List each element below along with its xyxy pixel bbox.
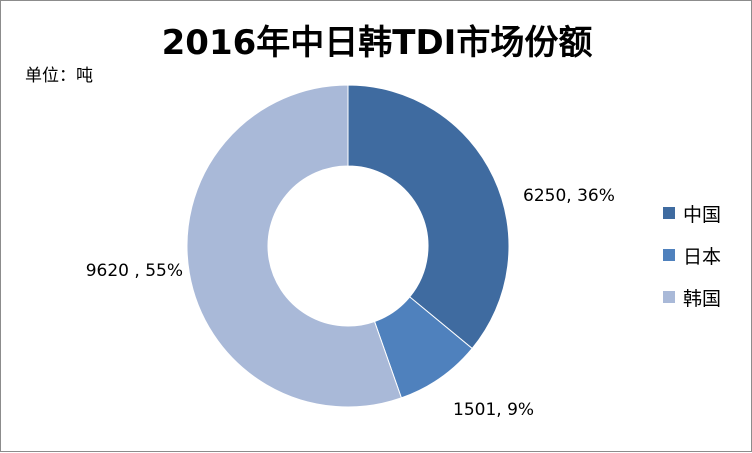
data-label-korea: 9620 , 55% — [86, 261, 183, 281]
legend-item-korea: 韩国 — [663, 287, 721, 310]
legend-label-japan: 日本 — [683, 245, 722, 268]
legend-item-japan: 日本 — [663, 245, 721, 268]
legend-swatch-china — [663, 207, 675, 219]
data-label-china: 6250, 36% — [523, 186, 615, 206]
legend-label-korea: 韩国 — [683, 287, 722, 310]
slice-china — [347, 84, 510, 350]
unit-label: 单位：吨 — [25, 66, 93, 86]
legend-swatch-korea — [663, 291, 675, 303]
legend-item-china: 中国 — [663, 203, 721, 226]
slice-korea — [186, 84, 403, 408]
chart-title: 2016年中日韩TDI市场份额 — [161, 23, 593, 63]
legend: 中国 日本 韩国 — [663, 203, 721, 329]
data-label-japan: 1501, 9% — [453, 400, 534, 420]
legend-label-china: 中国 — [683, 203, 722, 226]
legend-swatch-japan — [663, 249, 675, 261]
